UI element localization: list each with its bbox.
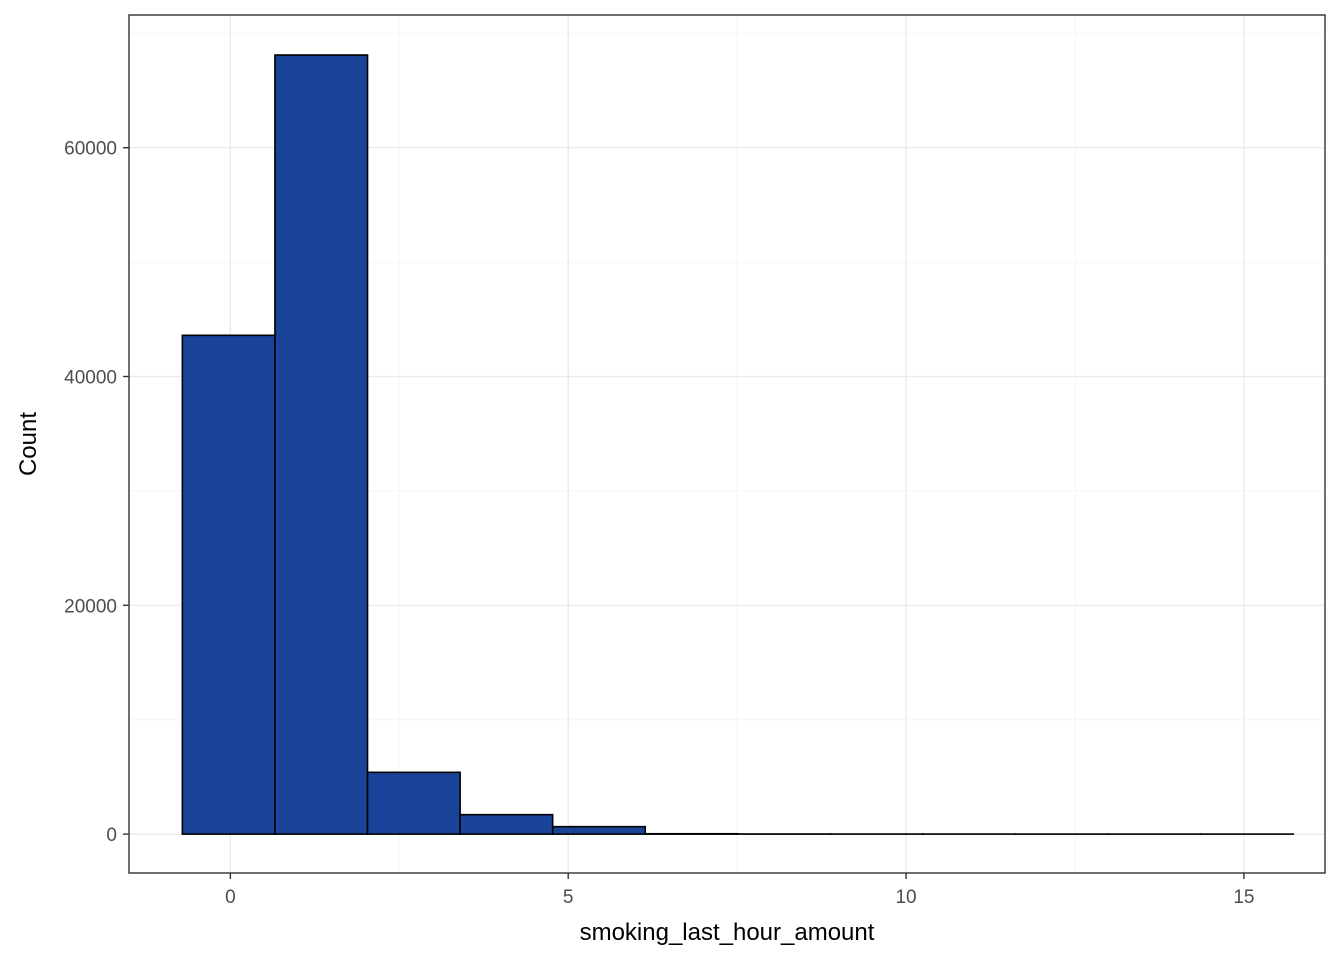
y-tick-label: 60000 — [64, 139, 117, 160]
x-axis-title: smoking_last_hour_amount — [580, 919, 875, 946]
histogram-bar — [459, 813, 554, 835]
x-tick-label: 10 — [895, 887, 916, 908]
y-tick-label: 0 — [106, 825, 117, 846]
axis-ticks — [123, 147, 1245, 879]
y-tick-label: 20000 — [64, 596, 117, 617]
histogram-bar — [181, 334, 276, 835]
x-tick-label: 5 — [563, 887, 574, 908]
histogram-bar — [551, 825, 647, 835]
y-axis-tick-labels: 0 20000 40000 60000 — [64, 139, 117, 846]
histogram-bar — [366, 771, 461, 835]
histogram-bars — [181, 54, 1295, 835]
x-tick-label: 15 — [1233, 887, 1254, 908]
x-axis-tick-labels: 0 5 10 15 — [225, 887, 1254, 908]
histogram-bar — [274, 54, 369, 835]
panel-border — [128, 14, 1326, 874]
x-tick-label: 0 — [225, 887, 236, 908]
y-tick-label: 40000 — [64, 368, 117, 389]
y-axis-title: Count — [15, 412, 42, 476]
